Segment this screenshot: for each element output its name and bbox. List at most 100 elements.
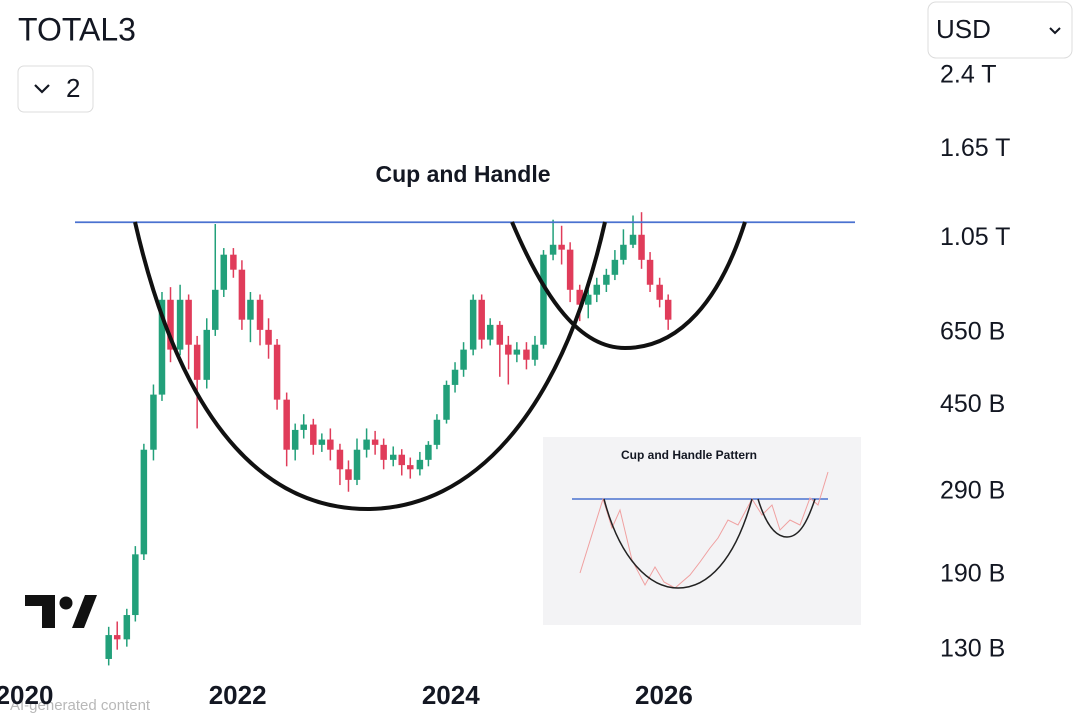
candle-body xyxy=(158,299,166,395)
candle-body xyxy=(478,299,485,340)
y-tick-label: 450 B xyxy=(940,390,1005,418)
candle-body xyxy=(150,394,157,450)
logo-part xyxy=(25,595,55,606)
candle-body xyxy=(113,635,121,640)
candle-body xyxy=(566,249,574,290)
candle-body xyxy=(273,344,281,400)
candle-body xyxy=(523,349,530,360)
candle-body xyxy=(389,454,397,460)
inset-background xyxy=(543,437,861,625)
candle-body xyxy=(176,299,184,350)
candle-body xyxy=(646,259,654,285)
candle-body xyxy=(531,344,539,360)
candle-body xyxy=(576,289,583,305)
candle-body xyxy=(203,329,210,380)
logo xyxy=(25,595,97,628)
inset-title: Cup and Handle Pattern xyxy=(621,448,757,462)
candle-body xyxy=(238,269,246,320)
logo-part xyxy=(59,596,73,610)
candle-body xyxy=(585,294,592,305)
handle-curve xyxy=(510,221,747,351)
candle-body xyxy=(496,324,504,345)
candle-body xyxy=(336,449,344,470)
inset-price xyxy=(579,471,829,589)
candle-body xyxy=(193,344,201,380)
candle-body xyxy=(318,439,326,445)
interval-button[interactable]: 2 xyxy=(17,65,94,113)
cup-curve xyxy=(133,221,607,512)
inset-handle xyxy=(757,498,816,538)
logo-part xyxy=(72,595,97,628)
y-tick-label: 650 B xyxy=(940,317,1005,345)
interval-button-frame[interactable] xyxy=(17,65,94,113)
y-tick-label: 290 B xyxy=(940,476,1005,504)
candle-body xyxy=(380,444,387,460)
candle-body xyxy=(469,299,477,350)
chart-title: Cup and Handle xyxy=(375,161,550,187)
candle-body xyxy=(167,299,174,350)
y-tick-label: 1.05 T xyxy=(940,223,1010,251)
candle-body xyxy=(629,234,637,245)
candle-body xyxy=(105,635,112,659)
x-tick-label: 2026 xyxy=(635,680,693,710)
candle-body xyxy=(256,299,264,330)
candle-body xyxy=(513,349,521,355)
candle-body xyxy=(603,274,610,285)
x-tick-label: 2024 xyxy=(422,680,480,710)
x-tick-label: 2022 xyxy=(209,680,267,710)
candle-body xyxy=(300,424,307,430)
y-tick-label: 1.65 T xyxy=(940,134,1010,162)
candle-body xyxy=(664,299,672,320)
symbol: TOTAL3 xyxy=(18,11,136,47)
x-tick-label: 2020 xyxy=(0,680,53,710)
candle-body xyxy=(353,449,361,480)
candle-body xyxy=(398,454,406,466)
interval-label[interactable]: 2 xyxy=(66,73,80,103)
candle-body xyxy=(425,444,432,460)
candle-body xyxy=(505,344,512,355)
candle-body xyxy=(212,289,219,330)
candle-body xyxy=(656,284,663,300)
y-tick-label: 130 B xyxy=(940,634,1005,662)
candle-body xyxy=(291,429,299,450)
inset-cup xyxy=(603,498,753,589)
candle-body xyxy=(265,329,272,345)
candle-body xyxy=(247,299,254,320)
y-tick-label: 2.4 T xyxy=(940,60,997,88)
chevron xyxy=(1049,27,1061,35)
candle-body xyxy=(540,254,547,345)
candle-body xyxy=(283,399,290,450)
candle-body xyxy=(549,244,557,255)
candle-body xyxy=(230,254,237,270)
chevron xyxy=(34,84,50,94)
candle-body xyxy=(451,369,459,385)
candle-body xyxy=(185,299,192,345)
candle-body xyxy=(371,439,379,445)
candle-body xyxy=(443,384,450,420)
candle-body xyxy=(460,349,467,370)
inset-pattern: Cup and Handle Pattern xyxy=(543,437,861,625)
candle-body xyxy=(220,254,228,290)
y-tick-label: 190 B xyxy=(940,560,1005,588)
candle-body xyxy=(558,244,565,250)
candle-body xyxy=(416,459,424,470)
candle-body xyxy=(593,284,601,295)
candle-body xyxy=(345,469,352,480)
candle-body xyxy=(407,465,414,470)
candle-body xyxy=(363,439,370,450)
candle-body xyxy=(310,424,317,445)
logo-part xyxy=(42,595,55,628)
candle-body xyxy=(327,439,334,450)
candle-body xyxy=(486,324,494,340)
watermark: AI-generated content xyxy=(10,697,151,714)
candle-body xyxy=(620,244,627,260)
candle-body xyxy=(132,554,139,616)
candle-body xyxy=(638,234,645,260)
currency-label[interactable]: USD xyxy=(936,14,991,44)
currency-frame[interactable] xyxy=(927,1,1073,59)
currency-select[interactable]: USD xyxy=(927,1,1073,59)
candle-body xyxy=(433,419,441,445)
candle-body xyxy=(140,449,148,555)
